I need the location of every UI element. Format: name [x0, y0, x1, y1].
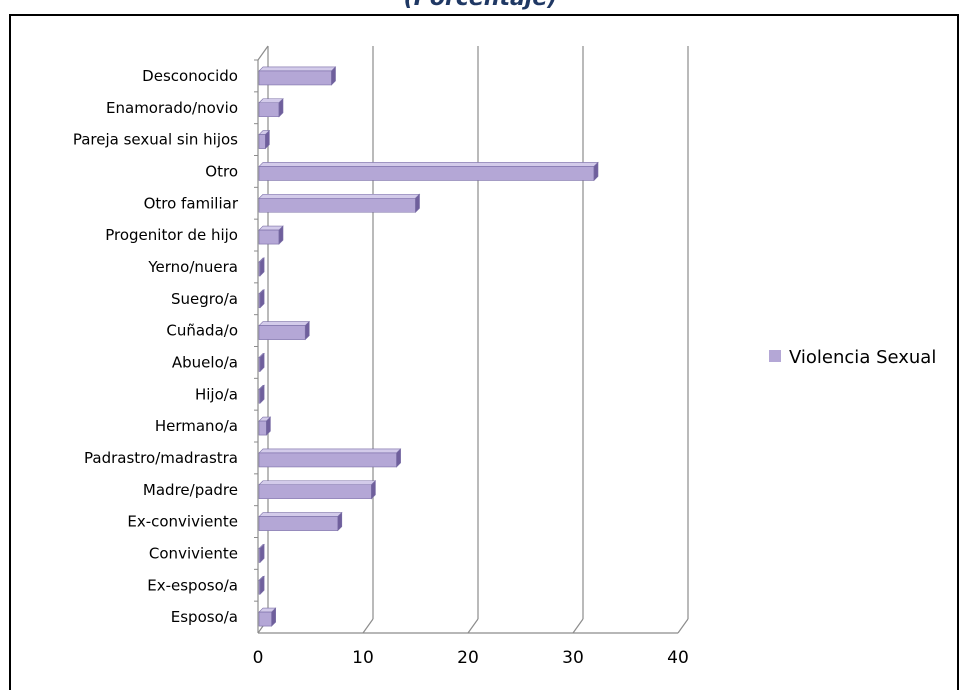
- bar-top-face: [258, 66, 337, 72]
- category-label: Ex-conviviente: [127, 513, 238, 531]
- category-label: Otro: [205, 162, 238, 180]
- bar: [258, 543, 265, 564]
- bar-top-face: [258, 512, 343, 517]
- category-label: Madre/padre: [143, 481, 238, 499]
- x-tick-label: 30: [562, 648, 584, 668]
- bar-end-face: [278, 225, 284, 245]
- bar: [258, 352, 265, 373]
- category-label: Pareja sexual sin hijos: [73, 131, 238, 149]
- category-label: Padrastro/madrastra: [84, 449, 238, 467]
- bar-end-face: [396, 448, 401, 468]
- bar: [258, 480, 377, 500]
- category-label: Hijo/a: [195, 385, 238, 403]
- bar: [258, 289, 265, 309]
- bar-end-face: [259, 384, 265, 404]
- bar: [258, 225, 284, 245]
- bar: [258, 66, 337, 86]
- bar-end-face: [271, 607, 276, 627]
- category-label: Abuelo/a: [172, 353, 238, 371]
- bar-end-face: [265, 129, 270, 150]
- bar: [258, 98, 284, 118]
- x-tick-label: 10: [352, 648, 374, 668]
- bar: [258, 320, 310, 341]
- bar-front-face: [258, 102, 280, 118]
- bar-top-face: [258, 480, 377, 486]
- bar-front-face: [258, 166, 595, 181]
- floor-gridline: [572, 618, 584, 634]
- bar-top-face: [258, 448, 402, 454]
- bar-end-face: [259, 257, 265, 277]
- bar: [258, 448, 402, 468]
- floor-gridline: [467, 618, 479, 634]
- category-label: Otro familiar: [144, 194, 239, 212]
- bar: [258, 511, 343, 532]
- bar-end-face: [266, 416, 271, 436]
- bar-front-face: [258, 70, 332, 86]
- bar: [258, 416, 272, 436]
- bar-end-face: [337, 511, 343, 532]
- bar-end-face: [331, 66, 336, 86]
- x-tick-label: 20: [457, 648, 479, 668]
- bar-end-face: [593, 161, 599, 182]
- category-label: Conviviente: [149, 544, 238, 562]
- bar-front-face: [258, 611, 272, 627]
- bar-end-face: [259, 289, 265, 309]
- bar-front-face: [258, 229, 280, 245]
- bar-front-face: [258, 134, 266, 149]
- bar-top-face: [258, 321, 310, 326]
- bar-front-face: [258, 420, 267, 436]
- bar-end-face: [259, 543, 265, 564]
- x-tick-label: 0: [253, 648, 264, 668]
- bar-front-face: [258, 484, 372, 500]
- floor-gridline: [362, 618, 374, 634]
- x-tick-label: 40: [667, 648, 689, 668]
- bar-end-face: [415, 193, 420, 213]
- bar-end-face: [304, 320, 310, 341]
- category-label: Ex-esposo/a: [147, 576, 238, 594]
- category-label: Yerno/nuera: [147, 258, 238, 276]
- category-label: Esposo/a: [171, 608, 238, 626]
- bar-front-face: [258, 197, 416, 213]
- bar: [258, 161, 599, 182]
- bar-front-face: [258, 452, 397, 468]
- bar-front-face: [258, 516, 339, 531]
- category-label: Suegro/a: [171, 290, 238, 308]
- bar: [258, 607, 277, 627]
- bar-end-face: [371, 480, 376, 500]
- title-strip: (Porcentaje): [0, 0, 961, 22]
- bar: [258, 193, 421, 213]
- bar-top-face: [258, 162, 599, 167]
- bar-end-face: [259, 352, 265, 373]
- bar-top-face: [258, 193, 421, 199]
- legend-swatch: [769, 350, 781, 362]
- bar: [258, 575, 265, 595]
- bar-end-face: [259, 575, 265, 595]
- chart-title: (Porcentaje): [0, 0, 961, 11]
- category-label: Progenitor de hijo: [105, 226, 238, 244]
- bar: [258, 129, 271, 150]
- floor-gridline: [677, 618, 689, 634]
- category-label: Hermano/a: [155, 417, 238, 435]
- bar: [258, 384, 265, 404]
- category-label: Cuñada/o: [166, 322, 238, 340]
- legend-label: Violencia Sexual: [789, 347, 936, 368]
- category-label: Enamorado/novio: [106, 99, 238, 117]
- wall-edge: [257, 45, 269, 61]
- category-label: Desconocido: [142, 67, 238, 85]
- bar: [258, 257, 265, 277]
- bar-end-face: [278, 98, 284, 118]
- chart-frame: [9, 14, 959, 690]
- bar-front-face: [258, 325, 306, 340]
